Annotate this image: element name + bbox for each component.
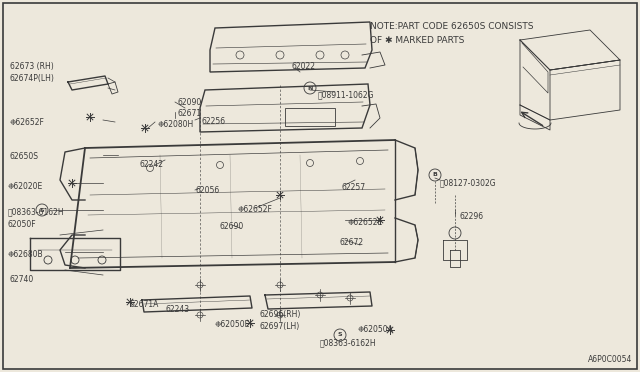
Text: 62697(LH): 62697(LH): [260, 322, 300, 331]
Text: N: N: [307, 86, 313, 90]
Text: 62674P(LH): 62674P(LH): [10, 74, 55, 83]
Text: B: B: [433, 173, 437, 177]
Text: 62256: 62256: [202, 117, 226, 126]
Text: 62050F: 62050F: [8, 220, 36, 229]
Text: 62242: 62242: [140, 160, 164, 169]
Text: NOTE:PART CODE 62650S CONSISTS: NOTE:PART CODE 62650S CONSISTS: [370, 22, 534, 31]
Text: ❉62652F: ❉62652F: [238, 205, 273, 214]
Text: 62243: 62243: [165, 305, 189, 314]
Text: S: S: [40, 208, 44, 212]
Text: 62257: 62257: [342, 183, 366, 192]
Text: 62690: 62690: [220, 222, 244, 231]
Text: ❉62050E: ❉62050E: [215, 320, 250, 329]
Text: 62672: 62672: [340, 238, 364, 247]
Text: ❉62050A: ❉62050A: [358, 325, 394, 334]
Text: 62696(RH): 62696(RH): [260, 310, 301, 319]
Text: ❉62020E: ❉62020E: [8, 182, 44, 191]
Text: ❉62652E: ❉62652E: [348, 218, 383, 227]
Text: 62650S: 62650S: [10, 152, 39, 161]
Bar: [285, 108, 335, 126]
Text: A6P0C0054: A6P0C0054: [588, 355, 632, 364]
Text: 62296: 62296: [460, 212, 484, 221]
Text: 62056: 62056: [195, 186, 220, 195]
Text: Ⓝ08363-6162H: Ⓝ08363-6162H: [8, 207, 65, 216]
Text: ❉62680B: ❉62680B: [8, 250, 44, 259]
Text: ❉62652F: ❉62652F: [10, 118, 45, 127]
Text: 62022: 62022: [292, 62, 316, 71]
Text: 62090: 62090: [178, 98, 202, 107]
Text: 62671A: 62671A: [130, 300, 159, 309]
Text: Ⓝ08911-1062G: Ⓝ08911-1062G: [318, 90, 374, 99]
Text: 62671: 62671: [178, 109, 202, 118]
Text: S: S: [338, 333, 342, 337]
Text: Ⓒ08127-0302G: Ⓒ08127-0302G: [440, 178, 497, 187]
Text: 62740: 62740: [10, 275, 35, 284]
Text: ❉62080H: ❉62080H: [158, 120, 195, 129]
Text: 62673 (RH): 62673 (RH): [10, 62, 54, 71]
Text: Ⓝ08363-6162H: Ⓝ08363-6162H: [320, 338, 376, 347]
Text: OF ✱ MARKED PARTS: OF ✱ MARKED PARTS: [370, 36, 465, 45]
